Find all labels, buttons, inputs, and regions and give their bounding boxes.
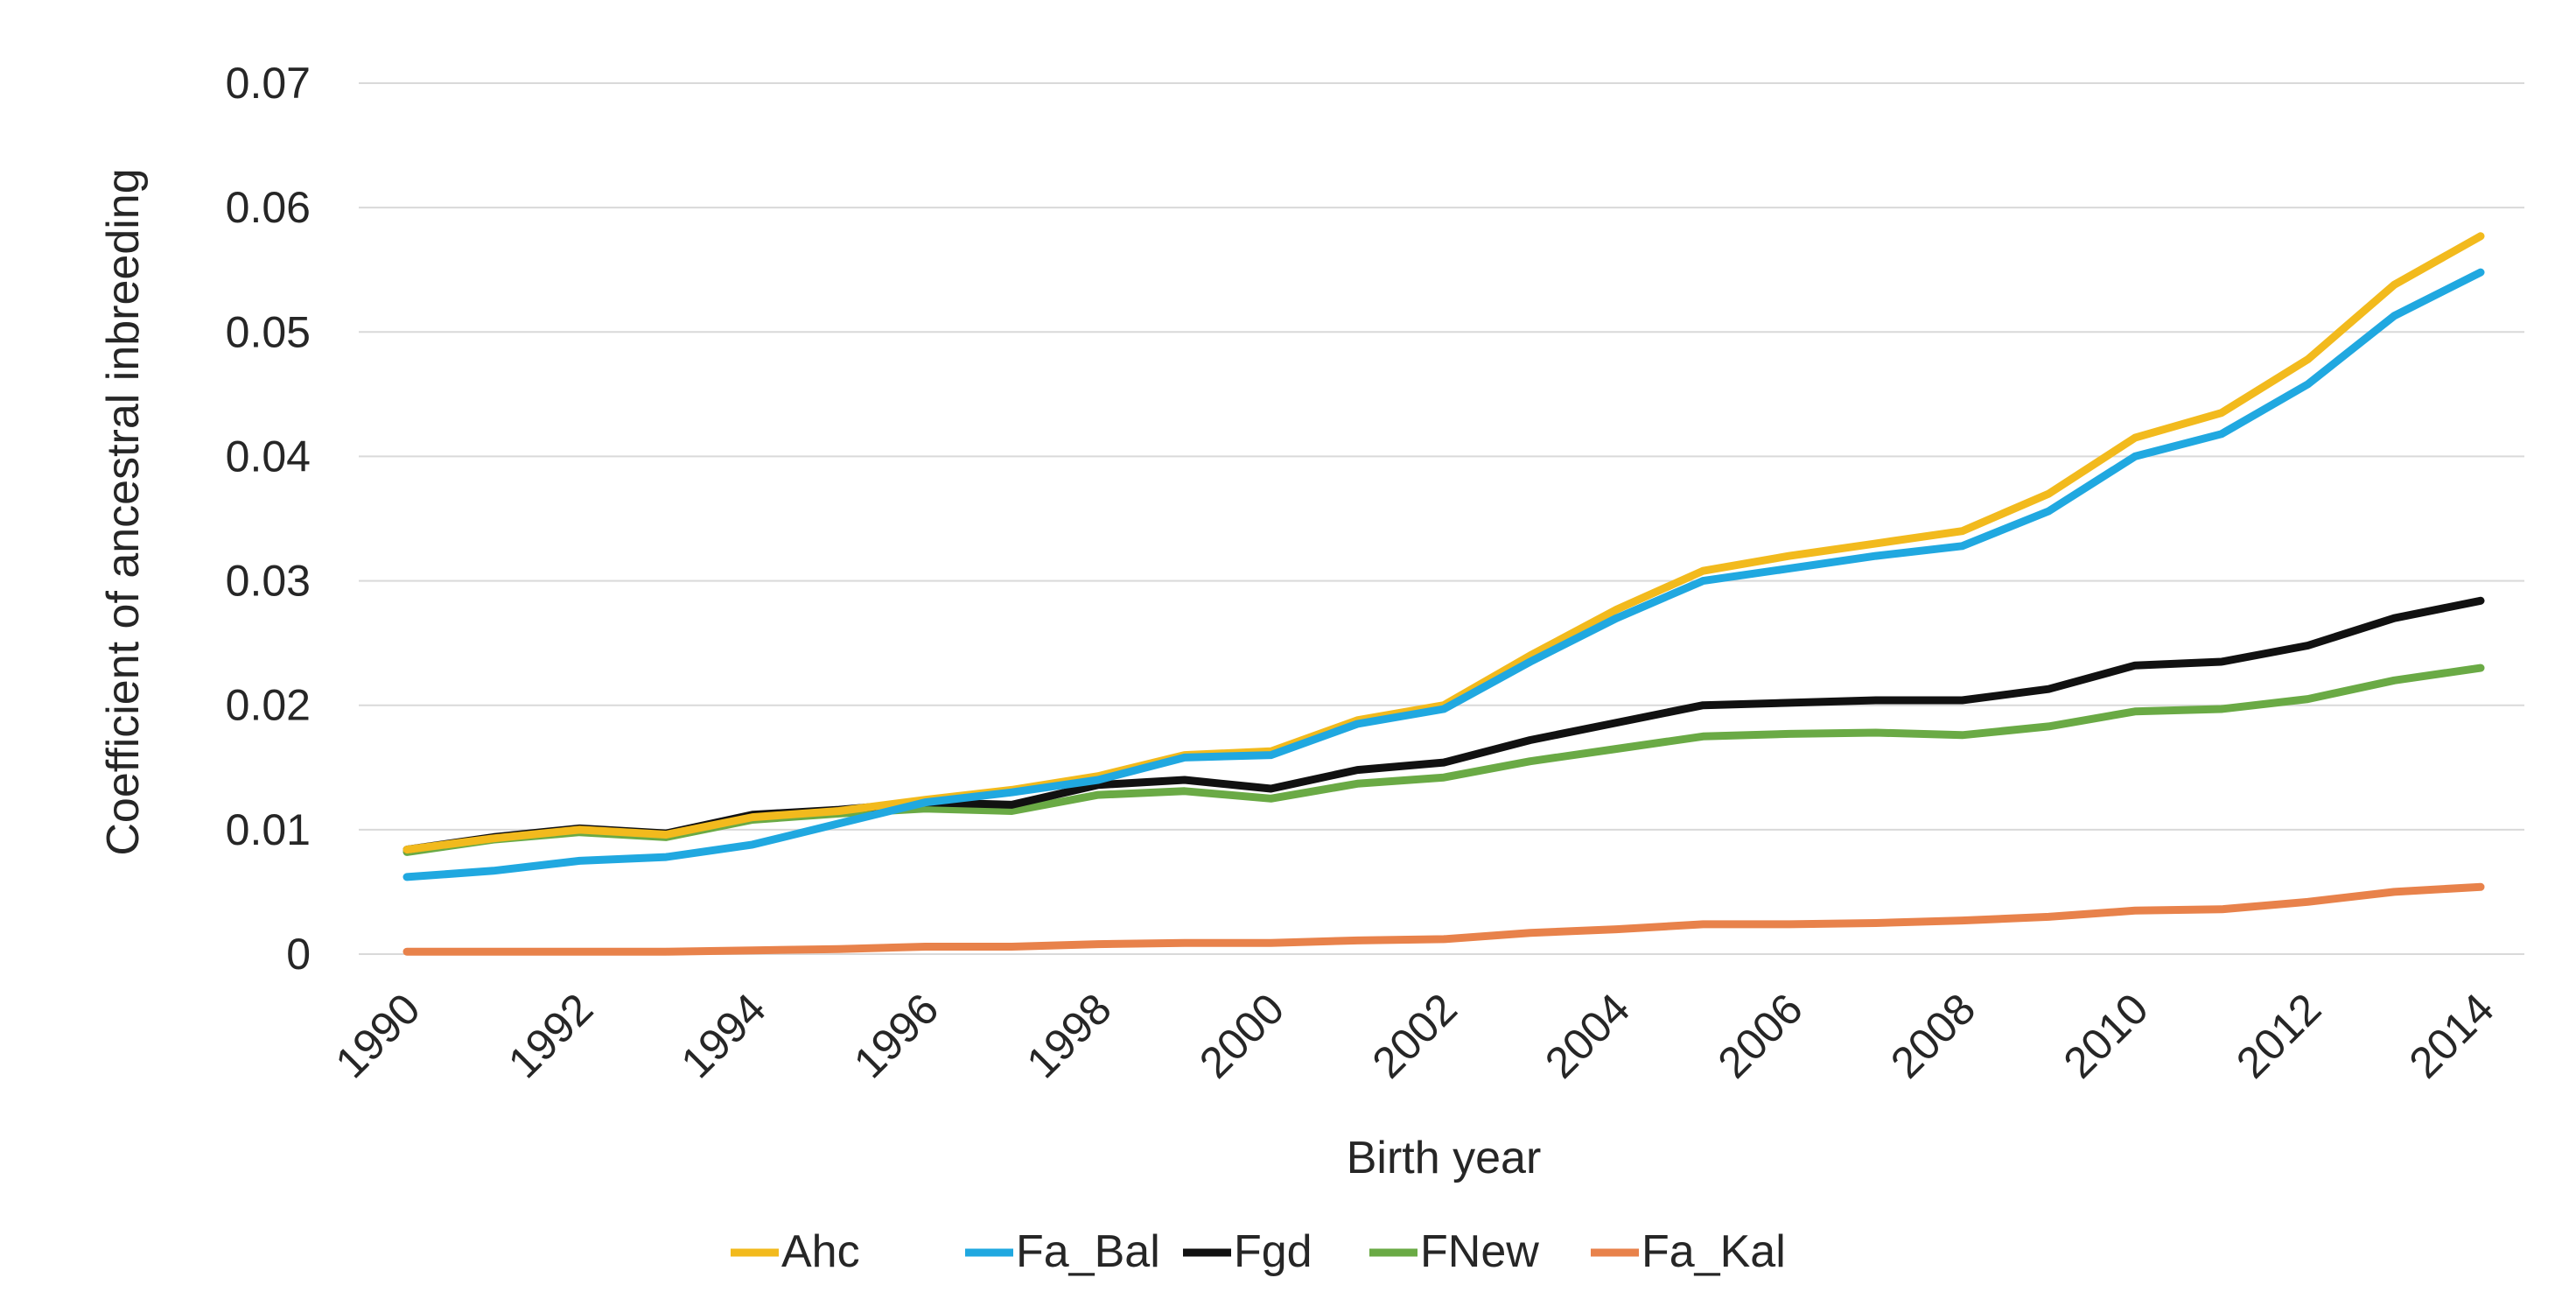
legend-label-ahc: Ahc [781,1226,860,1277]
x-tick-label: 2004 [1536,984,1639,1087]
y-tick-label: 0.05 [226,307,311,356]
x-tick-label: 1992 [499,984,602,1087]
y-tick-label: 0.02 [226,681,311,730]
x-tick-label: 2002 [1363,984,1466,1087]
x-tick-label: 2012 [2227,984,2330,1087]
x-axis-title: Birth year [1347,1133,1542,1183]
series-line-ahc [402,232,2485,854]
series-line-fa-kal [402,882,2485,956]
series-line-fgd [402,596,2485,854]
y-tick-label: 0.07 [226,59,311,108]
legend-label-fa-kal: Fa_Kal [1642,1226,1786,1277]
x-tick-label: 2014 [2400,984,2503,1087]
x-tick-label: 2008 [1881,984,1984,1087]
legend-label-fa-bal: Fa_Bal [1016,1226,1160,1277]
series-line-fa-bal [402,268,2485,881]
y-tick-label: 0 [286,930,311,979]
gridlines [359,82,2524,831]
y-axis-title: Coefficient of ancestral inbreeding [98,168,149,855]
x-axis-ticks: 1990 1992 1994 1996 1998 2000 2002 2004 2006 2008… [326,984,2503,1087]
y-tick-label: 0.04 [226,432,311,481]
legend-label-fgd: Fgd [1234,1226,1312,1277]
legend: Ahc Fa_Bal Fgd FNew Fa_Kal [731,1226,1786,1277]
x-tick-label: 1998 [1018,984,1121,1087]
legend-label-fnew: FNew [1420,1226,1539,1277]
x-tick-label: 1994 [672,984,775,1087]
x-tick-label: 1996 [844,984,948,1087]
series-lines [402,232,2485,956]
x-tick-label: 2006 [1709,984,1812,1087]
x-tick-label: 2010 [2054,984,2158,1087]
y-axis-ticks: 0 0.01 0.02 0.03 0.04 0.05 0.06 0.07 [226,59,311,979]
x-tick-label: 1990 [326,984,430,1087]
y-tick-label: 0.03 [226,557,311,606]
y-tick-label: 0.01 [226,805,311,854]
y-tick-label: 0.06 [226,183,311,232]
x-tick-label: 2000 [1190,984,1293,1087]
